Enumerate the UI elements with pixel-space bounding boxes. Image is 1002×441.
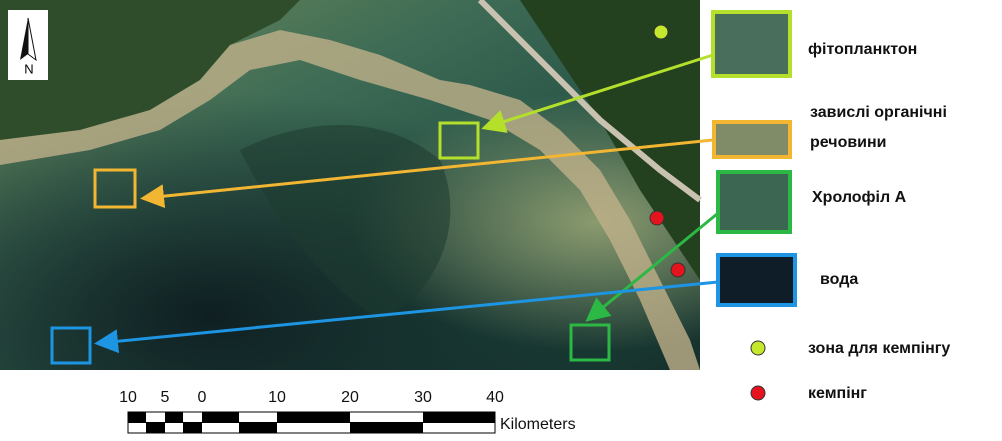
legend-label: фітопланктон — [808, 41, 917, 58]
scale-segment — [239, 422, 277, 433]
scale-label: 10 — [119, 389, 137, 406]
scale-label: 40 — [486, 389, 504, 406]
legend-symbol — [751, 341, 765, 355]
legend-symbol — [751, 386, 765, 400]
camping-marker — [650, 211, 664, 225]
scale-segment — [146, 422, 165, 433]
camping-zone-marker — [654, 25, 668, 39]
scale-label: 30 — [414, 389, 432, 406]
legend-swatch — [718, 255, 795, 305]
scale-label: 0 — [198, 389, 207, 406]
legend-label: зона для кемпінгу — [808, 340, 950, 357]
legend-label: речовини — [810, 134, 887, 151]
scale-segment — [277, 412, 350, 423]
legend-swatch — [714, 122, 790, 157]
legend-swatch — [713, 12, 790, 76]
camping-marker — [671, 263, 685, 277]
map-figure: N фітопланктон завислі органічні речовин… — [0, 0, 1002, 436]
north-label: N — [24, 61, 33, 76]
scale-segment — [183, 422, 202, 433]
scale-bar: Kilometers 10 5 0 10 20 30 40 — [119, 389, 575, 433]
scale-segment — [350, 422, 423, 433]
legend-label: Хролофіл А — [812, 189, 907, 206]
scale-segment — [423, 412, 495, 423]
legend-label: завислі органічні — [810, 104, 947, 121]
legend-label: кемпінг — [808, 385, 867, 402]
north-arrow: N — [8, 10, 48, 80]
scale-label: 10 — [268, 389, 286, 406]
scale-segment — [165, 412, 183, 423]
scale-label: 20 — [341, 389, 359, 406]
scale-segment — [202, 412, 239, 423]
scale-label: 5 — [161, 389, 170, 406]
legend: фітопланктон завислі органічні речовини … — [713, 12, 950, 402]
scale-unit: Kilometers — [500, 416, 576, 433]
scale-segment — [128, 412, 146, 423]
legend-label: вода — [820, 271, 858, 288]
legend-swatch — [718, 172, 790, 232]
